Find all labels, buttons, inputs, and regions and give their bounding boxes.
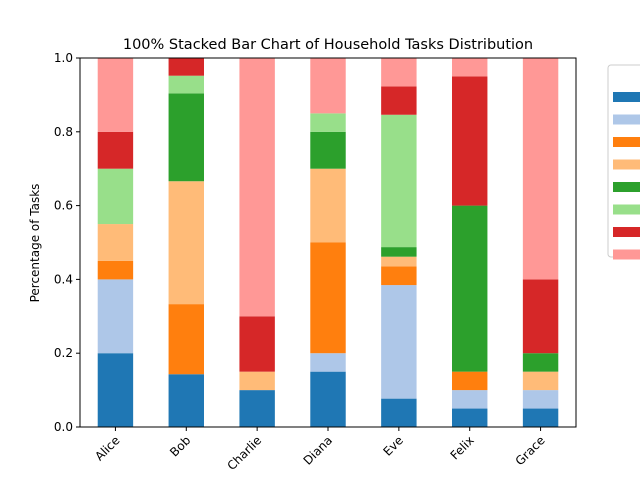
legend-swatch-6 [613, 227, 640, 237]
bar-segment-eve-6 [381, 86, 417, 115]
bar-segment-bob-5 [168, 75, 204, 94]
y-tick-label: 0.8 [54, 125, 73, 139]
bar-segment-felix-7 [452, 58, 488, 77]
y-tick-label: 0.2 [54, 346, 73, 360]
bar-segment-diana-7 [310, 58, 346, 114]
legend [607, 64, 640, 260]
x-tick-label-eve: Eve [380, 433, 406, 459]
x-tick-label-alice: Alice [92, 433, 122, 463]
bar-segment-diana-3 [310, 168, 346, 243]
y-tick-label: 0.4 [54, 272, 73, 286]
bar-segment-eve-2 [381, 266, 417, 286]
bar-segment-alice-5 [97, 168, 134, 225]
bar-segment-charlie-7 [239, 58, 275, 317]
legend-swatch-2 [613, 137, 640, 147]
bar-segment-charlie-3 [239, 371, 275, 391]
bar-segment-alice-7 [97, 58, 134, 132]
legend-swatch-0 [613, 92, 640, 102]
bar-segment-felix-6 [452, 76, 488, 206]
bar-segment-alice-6 [97, 131, 134, 169]
bars-group [97, 58, 559, 427]
bar-segment-diana-4 [310, 131, 346, 169]
bar-segment-bob-3 [168, 181, 204, 305]
bar-segment-bob-0 [168, 374, 204, 427]
bar-segment-grace-1 [522, 390, 559, 409]
bar-segment-eve-0 [381, 398, 417, 427]
legend-swatch-3 [613, 159, 640, 170]
bar-segment-bob-2 [168, 304, 204, 375]
bar-segment-felix-4 [452, 205, 488, 372]
bar-segment-eve-1 [381, 285, 417, 399]
y-tick-label: 1.0 [54, 51, 73, 65]
bar-segment-felix-2 [452, 371, 488, 391]
bar-segment-eve-3 [381, 256, 417, 267]
bar-segment-alice-2 [97, 260, 134, 280]
bar-segment-alice-3 [97, 224, 134, 261]
legend-swatch-5 [613, 204, 640, 215]
bar-segment-alice-1 [97, 279, 134, 354]
bar-segment-grace-0 [522, 408, 559, 427]
x-tick-label-diana: Diana [301, 433, 336, 468]
bar-segment-grace-3 [522, 371, 559, 391]
x-tick-label-bob: Bob [167, 433, 193, 459]
bar-segment-felix-0 [452, 408, 488, 427]
bar-segment-grace-4 [522, 353, 559, 372]
y-axis-label: Percentage of Tasks [28, 184, 42, 303]
bar-segment-bob-4 [168, 93, 204, 182]
y-tick-label: 0.6 [54, 199, 73, 213]
bar-segment-eve-4 [381, 247, 417, 257]
x-tick-label-felix: Felix [448, 433, 477, 462]
bar-segment-eve-7 [381, 58, 417, 87]
bar-segment-eve-5 [381, 114, 417, 248]
y-tick-label: 0.0 [54, 420, 73, 434]
x-tick-label-grace: Grace [513, 433, 548, 468]
bar-segment-charlie-0 [239, 390, 275, 427]
chart-title: 100% Stacked Bar Chart of Household Task… [123, 37, 533, 53]
bar-segment-grace-7 [522, 58, 559, 280]
legend-swatch-1 [613, 114, 640, 125]
bar-segment-diana-2 [310, 242, 346, 354]
bar-segment-alice-0 [97, 353, 134, 427]
legend-swatch-7 [613, 249, 640, 260]
bar-segment-felix-1 [452, 390, 488, 409]
legend-swatch-4 [613, 182, 640, 192]
bar-segment-diana-1 [310, 353, 346, 372]
bar-segment-charlie-6 [239, 316, 275, 372]
bar-segment-grace-6 [522, 279, 559, 354]
x-tick-label-charlie: Charlie [224, 433, 264, 473]
bar-segment-diana-0 [310, 371, 346, 427]
bar-segment-bob-6 [168, 58, 204, 76]
bar-segment-diana-5 [310, 113, 346, 132]
